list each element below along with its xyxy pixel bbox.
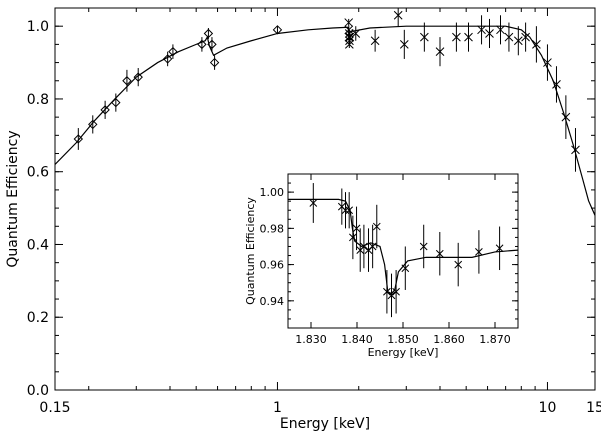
main-cross-point bbox=[345, 32, 355, 42]
main-diamond-point bbox=[73, 134, 84, 144]
inset-cross-point bbox=[419, 242, 428, 251]
main-y-tick-label: 0.0 bbox=[27, 383, 49, 399]
main-x-tick-label: 10 bbox=[539, 400, 557, 416]
main-plot-frame bbox=[54, 7, 596, 391]
inset-y-tick-label: 0.94 bbox=[260, 295, 285, 308]
main-plot: 0.15 1 10 15 0.0 0.2 0.4 0.6 0.8 1.0 Energy [keV] Q… bbox=[5, 7, 601, 432]
inset-cross-point bbox=[372, 222, 381, 231]
main-x-tick-label: 0.15 bbox=[39, 400, 70, 416]
inset-cross-point bbox=[387, 291, 396, 300]
inset-cross-point bbox=[401, 264, 410, 273]
main-cross-point bbox=[561, 112, 571, 122]
main-cross-point bbox=[477, 25, 486, 35]
inset-y-tick-label: 1.00 bbox=[260, 186, 285, 199]
inset-cross-point bbox=[360, 242, 368, 251]
main-cross-point bbox=[504, 32, 514, 42]
main-cross-point bbox=[513, 36, 523, 46]
main-cross-point bbox=[393, 10, 403, 20]
main-model-curve bbox=[55, 25, 595, 216]
main-y-axis-title: Quantum Efficiency bbox=[5, 130, 21, 267]
main-cross-point bbox=[552, 80, 561, 89]
main-diamond-point bbox=[272, 25, 283, 35]
inset-background bbox=[288, 174, 518, 328]
inset-x-tick-label: 1.840 bbox=[341, 333, 373, 346]
inset-cross-point bbox=[454, 260, 463, 269]
main-x-axis-title: Energy [keV] bbox=[280, 416, 370, 432]
main-diamond-point bbox=[197, 39, 207, 50]
inset-x-axis-title: Energy [keV] bbox=[368, 346, 439, 359]
main-diamond-point bbox=[162, 54, 173, 64]
main-cross-point bbox=[521, 32, 530, 42]
inset-plot: 1.830 1.840 1.850 1.860 1.870 0.94 0.96 0.98 1.0… bbox=[244, 173, 519, 359]
inset-y-tick-label: 0.96 bbox=[260, 259, 285, 272]
main-cross-point bbox=[344, 40, 354, 49]
main-cross-point bbox=[464, 32, 473, 42]
main-diamond-point bbox=[111, 97, 121, 108]
inset-cross-point bbox=[309, 199, 318, 207]
inset-x-tick-label: 1.850 bbox=[387, 333, 419, 346]
main-cross-point bbox=[351, 29, 361, 38]
main-cross-point bbox=[452, 32, 461, 42]
main-cross-point bbox=[496, 25, 505, 35]
main-diamond-point bbox=[203, 28, 214, 39]
main-plot-area bbox=[55, 8, 595, 216]
main-diamond-point bbox=[168, 46, 178, 57]
main-y-tick-label: 1.0 bbox=[27, 19, 49, 35]
main-y-tick-label: 0.4 bbox=[27, 237, 49, 253]
inset-cross-point bbox=[345, 206, 354, 215]
main-y-tick-label: 0.2 bbox=[27, 310, 49, 326]
main-cross-point bbox=[345, 36, 354, 46]
inset-plot-area bbox=[288, 183, 518, 318]
main-cross-point bbox=[532, 40, 541, 49]
main-cross-point bbox=[370, 36, 380, 46]
main-x-tick-label: 15 bbox=[586, 400, 601, 416]
inset-x-tick-label: 1.870 bbox=[479, 333, 511, 346]
inset-cross-point bbox=[475, 248, 483, 256]
inset-cross-point bbox=[341, 206, 350, 215]
main-diamond-point bbox=[88, 119, 98, 130]
inset-y-tick-label: 0.98 bbox=[260, 222, 285, 235]
main-cross-point bbox=[344, 18, 354, 27]
inset-cross-point bbox=[383, 287, 391, 296]
main-cross-point bbox=[571, 145, 580, 155]
inset-cross-point bbox=[495, 244, 504, 253]
main-y-tick-label: 0.6 bbox=[27, 165, 49, 181]
inset-cross-point bbox=[352, 224, 361, 233]
main-cross-point bbox=[435, 47, 445, 57]
main-diamond-point bbox=[207, 39, 217, 50]
main-x-tick-label: 1 bbox=[273, 400, 282, 416]
main-cross-point bbox=[543, 58, 552, 67]
main-cross-point bbox=[399, 40, 409, 49]
main-cross-point bbox=[420, 32, 429, 42]
main-diamond-point bbox=[209, 57, 220, 68]
inset-x-tick-label: 1.830 bbox=[295, 333, 327, 346]
inset-x-tick-label: 1.860 bbox=[433, 333, 465, 346]
inset-cross-point bbox=[368, 242, 377, 251]
inset-cross-point bbox=[349, 233, 357, 242]
main-diamond-point bbox=[122, 76, 132, 86]
inset-cross-point bbox=[435, 249, 444, 258]
inset-model-curve bbox=[288, 198, 518, 295]
main-cross-point bbox=[485, 29, 494, 38]
inset-y-axis-title: Quantum Efficiency bbox=[244, 197, 257, 305]
main-diamond-point bbox=[133, 72, 143, 82]
inset-cross-point bbox=[392, 287, 400, 296]
main-diamond-point bbox=[100, 105, 110, 115]
main-y-tick-label: 0.8 bbox=[27, 92, 49, 108]
